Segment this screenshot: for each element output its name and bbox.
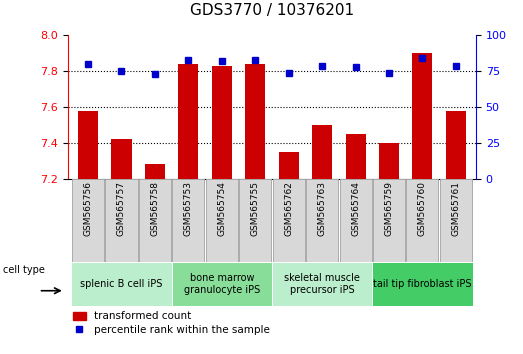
Bar	[239, 179, 271, 262]
Text: bone marrow
granulocyte iPS: bone marrow granulocyte iPS	[184, 273, 260, 295]
Bar	[78, 111, 98, 179]
Text: GSM565758: GSM565758	[151, 181, 160, 236]
Bar	[178, 64, 198, 179]
Text: GSM565763: GSM565763	[317, 181, 327, 236]
Bar	[413, 53, 433, 179]
Bar	[72, 179, 104, 262]
Text: GSM565759: GSM565759	[384, 181, 393, 236]
Text: GSM565753: GSM565753	[184, 181, 193, 236]
Bar	[346, 134, 366, 179]
Bar	[172, 179, 204, 262]
Text: GSM565757: GSM565757	[117, 181, 126, 236]
Bar	[440, 179, 472, 262]
Text: GSM565754: GSM565754	[217, 181, 226, 236]
Legend: transformed count, percentile rank within the sample: transformed count, percentile rank withi…	[73, 312, 270, 335]
Bar	[406, 179, 438, 262]
Text: tail tip fibroblast iPS: tail tip fibroblast iPS	[373, 279, 472, 289]
Bar	[212, 66, 232, 179]
Text: GSM565761: GSM565761	[451, 181, 460, 236]
Text: GSM565764: GSM565764	[351, 181, 360, 236]
Bar	[446, 111, 466, 179]
Bar	[172, 262, 272, 306]
Text: GSM565760: GSM565760	[418, 181, 427, 236]
Text: skeletal muscle
precursor iPS: skeletal muscle precursor iPS	[284, 273, 360, 295]
Bar	[373, 179, 405, 262]
Text: GSM565762: GSM565762	[284, 181, 293, 236]
Bar	[106, 179, 138, 262]
Bar	[379, 143, 399, 179]
Bar	[306, 179, 338, 262]
Bar	[272, 262, 372, 306]
Bar	[372, 262, 473, 306]
Text: splenic B cell iPS: splenic B cell iPS	[81, 279, 163, 289]
Bar	[312, 125, 332, 179]
Bar	[111, 139, 131, 179]
Bar	[272, 179, 305, 262]
Bar	[245, 64, 265, 179]
Bar	[279, 152, 299, 179]
Text: GDS3770 / 10376201: GDS3770 / 10376201	[190, 3, 354, 18]
Bar	[139, 179, 171, 262]
Bar	[145, 165, 165, 179]
Bar	[339, 179, 372, 262]
Text: cell type: cell type	[3, 265, 44, 275]
Text: GSM565755: GSM565755	[251, 181, 260, 236]
Text: GSM565756: GSM565756	[84, 181, 93, 236]
Bar	[71, 262, 172, 306]
Bar	[206, 179, 238, 262]
